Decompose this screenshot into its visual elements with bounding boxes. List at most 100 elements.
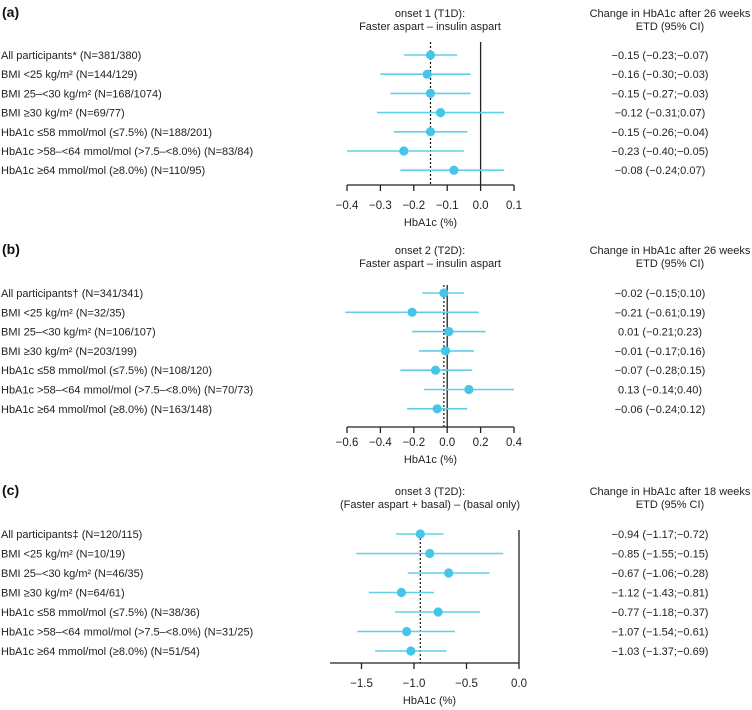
subgroup-label: HbA1c >58–<64 mmol/mol (>7.5–<8.0%) (N=8… xyxy=(1,146,253,158)
result-subheader: ETD (95% CI) xyxy=(636,499,704,511)
etd-value: −0.02 (−0.15;0.10) xyxy=(615,288,706,300)
point-estimate xyxy=(425,50,436,60)
panel-title-line: (Faster aspart + basal) – (basal only) xyxy=(340,499,520,511)
etd-value: −0.94 (−1.17;−0.72) xyxy=(612,529,709,541)
subgroup-label: HbA1c ≥64 mmol/mol (≥8.0%) (N=110/95) xyxy=(1,165,205,177)
x-tick-label: −0.4 xyxy=(336,200,359,212)
x-axis-label: HbA1c (%) xyxy=(403,695,456,707)
panel-title-line: onset 1 (T1D): xyxy=(395,8,465,20)
panel-title-line: onset 2 (T2D): xyxy=(395,245,465,257)
subgroup-label: BMI <25 kg/m² (N=10/19) xyxy=(1,549,125,561)
subgroup-label: BMI 25–<30 kg/m² (N=168/1074) xyxy=(1,88,162,100)
panel-label: (c) xyxy=(2,482,19,498)
x-tick-label: 0.0 xyxy=(473,200,489,212)
x-tick-label: 0.1 xyxy=(506,200,522,212)
point-estimate xyxy=(439,288,449,298)
subgroup-label: BMI ≥30 kg/m² (N=69/77) xyxy=(1,108,125,120)
x-tick-label: 0.0 xyxy=(511,678,527,690)
subgroup-label: HbA1c ≥64 mmol/mol (≥8.0%) (N=51/54) xyxy=(1,646,200,658)
subgroup-label: HbA1c ≤58 mmol/mol (≤7.5%) (N=38/36) xyxy=(1,607,200,619)
etd-value: −1.07 (−1.54;−0.61) xyxy=(612,627,709,639)
point-estimate xyxy=(399,146,409,156)
x-tick-label: 0.0 xyxy=(439,437,455,449)
panel-label: (b) xyxy=(2,241,20,257)
etd-value: −0.15 (−0.23;−0.07) xyxy=(612,50,709,62)
panel-a: (a) onset 1 (T1D):Faster aspart – insulin… xyxy=(1,4,751,229)
subgroup-label: BMI <25 kg/m² (N=32/35) xyxy=(1,307,125,319)
point-estimate xyxy=(425,88,436,98)
etd-value: −1.12 (−1.43;−0.81) xyxy=(612,588,709,600)
point-estimate xyxy=(444,568,454,578)
x-tick-label: −1.0 xyxy=(403,678,426,690)
subgroup-label: All participants† (N=341/341) xyxy=(1,288,143,300)
x-tick-label: −0.3 xyxy=(369,200,392,212)
etd-value: −0.85 (−1.55;−0.15) xyxy=(612,549,709,561)
panel-title-line: onset 3 (T2D): xyxy=(395,486,465,498)
subgroup-label: All participants‡ (N=120/115) xyxy=(1,529,142,541)
point-estimate xyxy=(396,587,406,598)
x-tick-label: −0.2 xyxy=(402,437,425,449)
etd-value: −0.06 (−0.24;0.12) xyxy=(615,404,706,416)
point-estimate xyxy=(435,108,446,118)
point-estimate xyxy=(464,384,474,395)
subgroup-label: HbA1c >58–<64 mmol/mol (>7.5–<8.0%) (N=7… xyxy=(1,385,253,397)
x-tick-label: 0.4 xyxy=(506,437,523,449)
x-tick-label: 0.2 xyxy=(473,437,489,449)
panel-label: (a) xyxy=(2,4,19,20)
point-estimate xyxy=(432,404,442,414)
result-header: Change in HbA1c after 26 weeks xyxy=(590,245,751,257)
result-subheader: ETD (95% CI) xyxy=(636,258,704,270)
point-estimate xyxy=(425,127,436,137)
subgroup-label: All participants* (N=381/380) xyxy=(1,50,141,62)
subgroup-label: BMI ≥30 kg/m² (N=203/199) xyxy=(1,346,137,358)
result-subheader: ETD (95% CI) xyxy=(636,21,704,33)
x-tick-label: −0.4 xyxy=(369,437,392,449)
subgroup-label: BMI 25–<30 kg/m² (N=106/107) xyxy=(1,327,156,339)
etd-value: −0.77 (−1.18;−0.37) xyxy=(612,607,709,619)
x-tick-label: −0.5 xyxy=(455,678,478,690)
point-estimate xyxy=(415,529,425,539)
subgroup-label: HbA1c ≤58 mmol/mol (≤7.5%) (N=188/201) xyxy=(1,127,212,139)
point-estimate xyxy=(402,626,412,637)
result-header: Change in HbA1c after 18 weeks xyxy=(590,486,751,498)
point-estimate xyxy=(440,346,451,356)
x-axis-label: HbA1c (%) xyxy=(404,217,457,229)
panel-title-line: Faster aspart – insulin aspart xyxy=(359,21,501,33)
panel-c: (c) onset 3 (T2D):(Faster aspart + basal)… xyxy=(1,482,751,707)
etd-value: −0.08 (−0.24;0.07) xyxy=(615,165,706,177)
point-estimate xyxy=(444,327,454,337)
etd-value: 0.13 (−0.14;0.40) xyxy=(618,385,702,397)
subgroup-label: HbA1c ≤58 mmol/mol (≤7.5%) (N=108/120) xyxy=(1,365,212,377)
point-estimate xyxy=(425,548,435,559)
etd-value: −0.67 (−1.06;−0.28) xyxy=(612,568,709,580)
etd-value: −0.12 (−0.31;0.07) xyxy=(615,108,706,120)
panel-b: (b) onset 2 (T2D):Faster aspart – insulin… xyxy=(1,241,751,466)
point-estimate xyxy=(449,165,459,175)
subgroup-label: BMI ≥30 kg/m² (N=64/61) xyxy=(1,588,125,600)
subgroup-label: BMI <25 kg/m² (N=144/129) xyxy=(1,69,137,81)
point-estimate xyxy=(433,607,443,617)
subgroup-label: HbA1c ≥64 mmol/mol (≥8.0%) (N=163/148) xyxy=(1,404,212,416)
etd-value: −0.21 (−0.61;0.19) xyxy=(615,307,706,319)
x-tick-label: −1.5 xyxy=(350,678,373,690)
etd-value: −0.15 (−0.27;−0.03) xyxy=(612,88,709,100)
x-tick-label: −0.2 xyxy=(402,200,425,212)
etd-value: −1.03 (−1.37;−0.69) xyxy=(612,646,709,658)
etd-value: −0.16 (−0.30;−0.03) xyxy=(612,69,709,81)
panel-title-line: Faster aspart – insulin aspart xyxy=(359,258,501,270)
etd-value: −0.15 (−0.26;−0.04) xyxy=(612,127,709,139)
etd-value: −0.23 (−0.40;−0.05) xyxy=(612,146,709,158)
etd-value: −0.01 (−0.17;0.16) xyxy=(615,346,706,358)
point-estimate xyxy=(430,365,441,375)
subgroup-label: HbA1c >58–<64 mmol/mol (>7.5–<8.0%) (N=3… xyxy=(1,627,253,639)
etd-value: −0.07 (−0.28;0.15) xyxy=(615,365,706,377)
result-header: Change in HbA1c after 26 weeks xyxy=(590,8,751,20)
point-estimate xyxy=(406,646,416,656)
x-axis-label: HbA1c (%) xyxy=(404,454,457,466)
point-estimate xyxy=(407,307,417,317)
subgroup-label: BMI 25–<30 kg/m² (N=46/35) xyxy=(1,568,143,580)
point-estimate xyxy=(422,69,432,79)
etd-value: 0.01 (−0.21;0.23) xyxy=(618,327,702,339)
x-tick-label: −0.6 xyxy=(336,437,359,449)
